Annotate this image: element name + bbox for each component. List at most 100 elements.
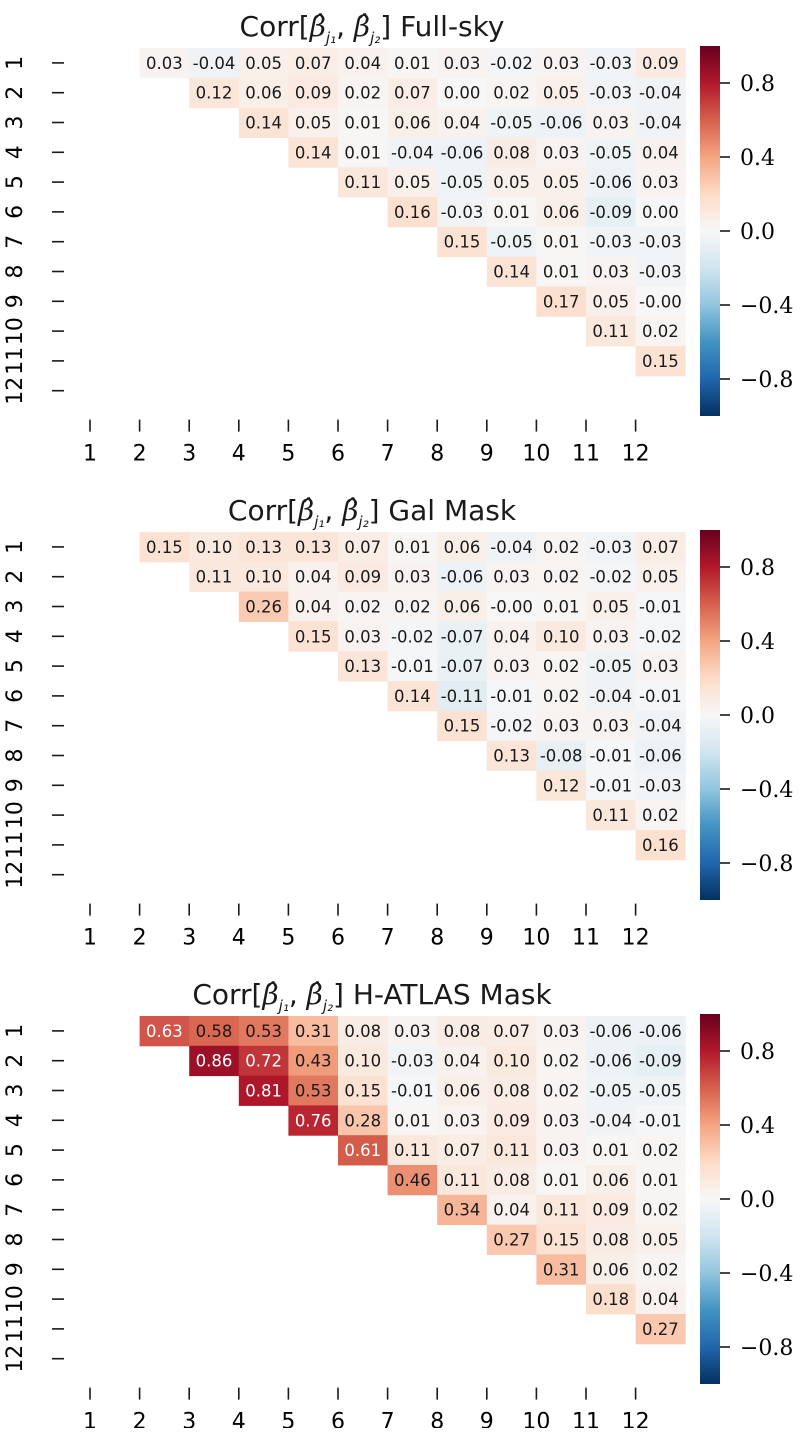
cell-value-label: 0.03: [592, 717, 629, 736]
title-part-title-math-2: β̂: [306, 978, 323, 1011]
heatmap-cell: [536, 137, 587, 168]
title-part-title-sub-1: j₁: [324, 29, 336, 47]
cell-value-label: 0.15: [444, 717, 481, 736]
heatmap-cell: [437, 1194, 488, 1226]
cell-value-label: 0.08: [493, 1082, 530, 1101]
heatmap-cell: [635, 561, 686, 593]
cell-value-label: 0.11: [493, 1141, 530, 1160]
cell-value-label: 0.07: [444, 1141, 481, 1160]
heatmap-cell: [635, 1045, 686, 1077]
x-tick-label: 12: [622, 442, 650, 467]
cell-value-label: 0.02: [543, 657, 580, 676]
heatmap-cell: [486, 107, 537, 138]
cell-value-label: 0.10: [543, 627, 580, 646]
heatmap-cell: [586, 1194, 637, 1226]
cell-value-label: -0.06: [540, 114, 583, 133]
heatmap-cell: [635, 770, 686, 801]
cell-value-label: 0.01: [394, 54, 431, 73]
heatmap-cell: [586, 651, 637, 682]
heatmap-cell: [536, 1165, 587, 1196]
cell-value-label: -0.05: [589, 657, 632, 676]
cell-value-label: 0.07: [394, 84, 431, 103]
heatmap-cell: [635, 1075, 686, 1106]
cell-value-label: 0.02: [543, 1082, 580, 1101]
cell-value-label: -0.00: [490, 598, 533, 617]
heatmap-cell: [437, 561, 488, 593]
title-part-title-sub-2: j₂: [321, 997, 333, 1015]
cell-value-label: 0.14: [493, 263, 530, 282]
heatmap-cell: [536, 561, 587, 593]
y-tick-label: 2: [3, 86, 28, 100]
heatmap-cell: [586, 1224, 637, 1255]
heatmap-cell: [238, 591, 289, 622]
cell-value-label: 0.04: [344, 54, 381, 73]
cell-value-label: 0.10: [245, 568, 282, 587]
heatmap-cell: [635, 1194, 686, 1226]
heatmap-cell: [437, 1135, 488, 1166]
heatmap-cell: [437, 226, 488, 258]
x-tick-label: 10: [522, 926, 550, 951]
colorbar: [700, 46, 720, 416]
heatmap-cell: [288, 591, 339, 622]
x-tick-label: 12: [622, 926, 650, 951]
x-tick-label: 9: [480, 442, 494, 467]
cell-value-label: 0.10: [196, 538, 233, 557]
cell-value-label: 0.14: [394, 687, 431, 706]
heatmap-cell: [387, 621, 438, 652]
cell-value-label: 0.07: [344, 538, 381, 557]
cell-value-label: 0.04: [642, 143, 679, 162]
heatmap-cell: [635, 286, 686, 317]
heatmap-cell: [635, 1105, 686, 1136]
cell-value-label: 0.06: [444, 538, 481, 557]
heatmap-cell: [486, 1045, 537, 1077]
heatmap-cell: [635, 1254, 686, 1285]
cell-value-label: 0.86: [196, 1052, 233, 1071]
cell-value-label: -0.02: [391, 627, 434, 646]
x-tick-label: 2: [133, 926, 147, 951]
cell-value-label: 0.03: [592, 114, 629, 133]
y-tick-label: 7: [3, 235, 28, 249]
cell-value-label: 0.02: [344, 84, 381, 103]
x-tick-label: 7: [381, 926, 395, 951]
y-tick-label: 3: [3, 116, 28, 130]
heatmap-cell: [635, 1135, 686, 1166]
cell-value-label: 0.13: [295, 538, 332, 557]
cell-value-label: 0.04: [493, 1201, 530, 1220]
cell-value-label: 0.03: [543, 54, 580, 73]
title-part-title-sub-1: j₁: [277, 997, 289, 1015]
heatmap-cell: [387, 107, 438, 138]
heatmap-cell: [586, 621, 637, 652]
heatmap-cell: [338, 167, 389, 198]
title-part-title-suffix: ] Full-sky: [380, 10, 504, 43]
cell-value-label: -0.05: [639, 1082, 682, 1101]
cell-value-label: 0.27: [493, 1231, 530, 1250]
cell-value-label: -0.06: [589, 173, 632, 192]
heatmap-cell: [288, 1045, 339, 1077]
y-tick-label: 2: [3, 570, 28, 584]
colorbar-tick-label: 0.8: [740, 72, 775, 97]
cell-value-label: 0.02: [344, 598, 381, 617]
cell-value-label: 0.03: [642, 173, 679, 192]
heatmap-cell: [635, 316, 686, 347]
cell-value-label: -0.01: [639, 1111, 682, 1130]
heatmap-cell: [338, 77, 389, 109]
cell-value-label: 0.01: [592, 1141, 629, 1160]
cell-value-label: 0.00: [444, 84, 481, 103]
cell-value-label: 0.08: [344, 1022, 381, 1041]
cell-value-label: 0.08: [493, 1171, 530, 1190]
heatmap-cell: [486, 1075, 537, 1106]
heatmap-cell: [387, 77, 438, 109]
heatmap-cell: [586, 316, 637, 347]
y-tick-label: 12: [3, 1345, 28, 1373]
heatmap-cell: [586, 800, 637, 831]
heatmap-cell: [536, 651, 587, 682]
colorbar-tick-label: −0.8: [740, 368, 793, 393]
x-tick-label: 6: [331, 1410, 345, 1428]
heatmap-cell: [288, 532, 339, 563]
heatmap-cell: [189, 1016, 240, 1047]
cell-value-label: -0.04: [639, 84, 682, 103]
heatmap-cell: [635, 256, 686, 287]
cell-value-label: 0.15: [344, 1082, 381, 1101]
heatmap-cell: [437, 1045, 488, 1077]
